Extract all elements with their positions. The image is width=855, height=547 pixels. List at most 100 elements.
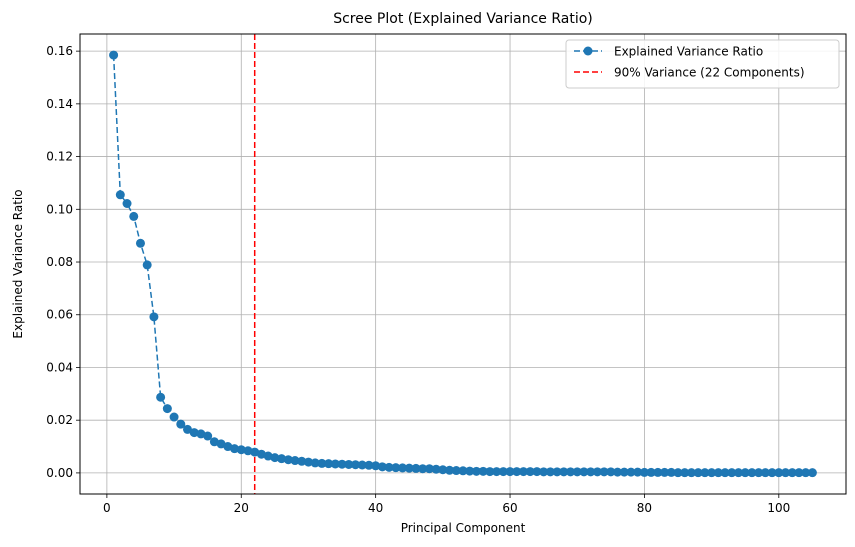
data-point [438, 465, 448, 475]
data-point [391, 463, 401, 473]
data-point [236, 445, 246, 455]
data-point [559, 467, 569, 477]
data-point [303, 457, 313, 467]
data-point [760, 468, 770, 478]
data-point [485, 467, 495, 477]
data-point [364, 460, 374, 470]
data-point [290, 456, 300, 466]
data-point [243, 446, 253, 456]
data-point [740, 468, 750, 478]
data-point [162, 404, 172, 414]
data-point [404, 463, 414, 473]
data-point [418, 464, 428, 474]
data-point [471, 466, 481, 476]
data-point [169, 412, 179, 422]
y-tick-label: 0.06 [46, 308, 73, 322]
data-point [626, 467, 636, 477]
data-point [539, 467, 549, 477]
x-tick-label: 100 [767, 501, 790, 515]
legend-threshold-label: 90% Variance (22 Components) [614, 66, 805, 80]
data-point [754, 468, 764, 478]
legend-series-label: Explained Variance Ratio [614, 45, 763, 59]
data-point [512, 467, 522, 477]
data-point [330, 459, 340, 469]
data-point [398, 463, 408, 473]
y-tick-label: 0.14 [46, 97, 73, 111]
data-point [545, 467, 555, 477]
data-point [109, 50, 119, 60]
data-point [183, 424, 193, 434]
data-point [230, 444, 240, 454]
data-point [599, 467, 609, 477]
data-point [774, 468, 784, 478]
x-tick-label: 20 [234, 501, 249, 515]
data-point [129, 211, 139, 221]
legend: Explained Variance Ratio 90% Variance (2… [565, 39, 840, 89]
data-point [337, 459, 347, 469]
y-tick-label: 0.02 [46, 413, 73, 427]
data-point [633, 467, 643, 477]
data-point [142, 260, 152, 270]
data-point [149, 312, 159, 322]
data-point [445, 465, 455, 475]
data-point [518, 467, 528, 477]
data-point [277, 454, 287, 464]
data-point [707, 468, 717, 478]
data-point [176, 419, 186, 429]
data-point [794, 468, 804, 478]
data-point [324, 459, 334, 469]
grid-lines [80, 34, 846, 494]
axis-ticks: 0 20 40 60 80 100 0.00 0.02 0.04 0.06 0.08 0.10 0.12… [46, 44, 790, 515]
data-point [619, 467, 629, 477]
data-point [115, 190, 125, 200]
data-point [270, 453, 280, 463]
data-point [310, 458, 320, 468]
series-layer [109, 50, 817, 478]
data-point [451, 466, 461, 476]
x-tick-label: 0 [103, 501, 111, 515]
data-point [424, 464, 434, 474]
data-point [505, 467, 515, 477]
data-point [579, 467, 589, 477]
data-point [203, 431, 213, 441]
data-point [317, 458, 327, 468]
data-point [686, 468, 696, 478]
data-point [350, 460, 360, 470]
y-tick-label: 0.08 [46, 255, 73, 269]
data-point [693, 468, 703, 478]
data-point [357, 460, 367, 470]
data-point [371, 461, 381, 471]
data-point [673, 468, 683, 478]
data-point [431, 464, 441, 474]
data-point [733, 468, 743, 478]
data-point [572, 467, 582, 477]
data-point [492, 467, 502, 477]
data-point [639, 467, 649, 477]
data-point [660, 467, 670, 477]
data-point [747, 468, 757, 478]
data-point [189, 428, 199, 438]
y-axis-label: Explained Variance Ratio [11, 189, 25, 338]
data-point [263, 451, 273, 461]
x-tick-label: 80 [637, 501, 652, 515]
legend-box [565, 39, 840, 89]
x-tick-label: 40 [368, 501, 383, 515]
data-point [478, 466, 488, 476]
y-tick-label: 0.04 [46, 360, 73, 374]
data-point [720, 468, 730, 478]
data-point [283, 455, 293, 465]
data-point [377, 462, 387, 472]
data-point [807, 468, 817, 478]
data-point [781, 468, 791, 478]
data-point [700, 468, 710, 478]
data-point [787, 468, 797, 478]
y-tick-label: 0.12 [46, 150, 73, 164]
data-point [384, 462, 394, 472]
data-point [411, 463, 421, 473]
y-tick-label: 0.16 [46, 44, 73, 58]
data-point [613, 467, 623, 477]
legend-series-marker [583, 46, 593, 56]
data-point [653, 467, 663, 477]
